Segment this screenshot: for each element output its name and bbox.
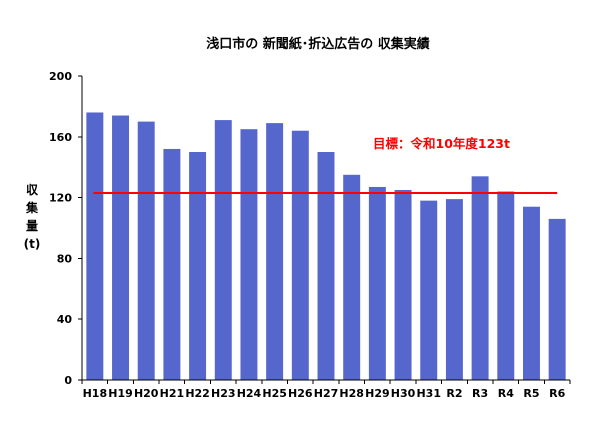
y-tick-label: 40 <box>57 313 73 326</box>
x-tick-label: H26 <box>288 387 313 400</box>
bar-H31 <box>420 200 438 380</box>
x-tick-label: H27 <box>314 387 339 400</box>
bar-R6 <box>548 218 566 380</box>
bar-R2 <box>445 199 463 380</box>
bar-H21 <box>163 148 181 380</box>
x-tick-label: R2 <box>446 387 462 400</box>
x-tick-label: H31 <box>416 387 441 400</box>
x-tick-label: H25 <box>262 387 287 400</box>
x-tick-label: H28 <box>339 387 364 400</box>
y-axis-label-part: (t) <box>24 237 41 251</box>
y-axis-ticks: 0 40 80 120 160 200 <box>49 70 82 387</box>
x-tick-label: R3 <box>472 387 488 400</box>
y-axis-label-part: 収 <box>26 183 39 197</box>
target-group: 目標：令和10年度123t <box>93 136 558 195</box>
y-axis-label-part: 集 <box>25 200 39 215</box>
bar-H19 <box>112 115 130 381</box>
chart-title: 浅口市の 新聞紙･折込広告の 収集実績 <box>206 36 430 52</box>
y-tick-label: 120 <box>49 192 72 205</box>
bar-H27 <box>317 152 335 380</box>
bar-R5 <box>522 206 540 380</box>
bar-H29 <box>368 186 386 380</box>
y-axis-label-part: 量 <box>26 219 38 233</box>
x-tick-label: H29 <box>365 387 390 400</box>
y-tick-label: 80 <box>57 252 73 265</box>
x-tick-label: H21 <box>160 387 185 400</box>
bar-R4 <box>497 191 515 380</box>
x-tick-label: H24 <box>237 387 262 400</box>
x-tick-label: R5 <box>523 387 539 400</box>
x-tick-label: R6 <box>549 387 565 400</box>
bar-H28 <box>343 174 361 380</box>
x-axis-ticks: H18 H19 H20 H21 H22 H23 H24 H25 H26 H27 H28 H29 H30 H… <box>81 380 571 400</box>
bar-R3 <box>471 176 489 380</box>
x-tick-label: H30 <box>391 387 416 400</box>
y-tick-label: 160 <box>49 131 72 144</box>
bar-H18 <box>86 112 104 380</box>
bar-H20 <box>137 121 155 380</box>
x-tick-label: H19 <box>108 387 133 400</box>
y-axis-label: 収集量 (t) <box>24 183 41 251</box>
x-tick-label: H23 <box>211 387 236 400</box>
bar-H22 <box>189 152 207 380</box>
x-tick-label: R4 <box>498 387 514 400</box>
bar-H25 <box>266 123 284 381</box>
bars <box>86 112 566 381</box>
x-tick-label: H22 <box>185 387 210 400</box>
bar-H24 <box>240 129 258 380</box>
x-tick-label: H18 <box>83 387 108 400</box>
bar-H26 <box>291 130 309 380</box>
target-label: 目標：令和10年度123t <box>373 136 510 151</box>
bar-H23 <box>214 120 232 380</box>
x-tick-label: H20 <box>134 387 159 400</box>
bar-H30 <box>394 190 412 380</box>
y-tick-label: 0 <box>64 374 72 387</box>
y-tick-label: 200 <box>49 70 72 83</box>
